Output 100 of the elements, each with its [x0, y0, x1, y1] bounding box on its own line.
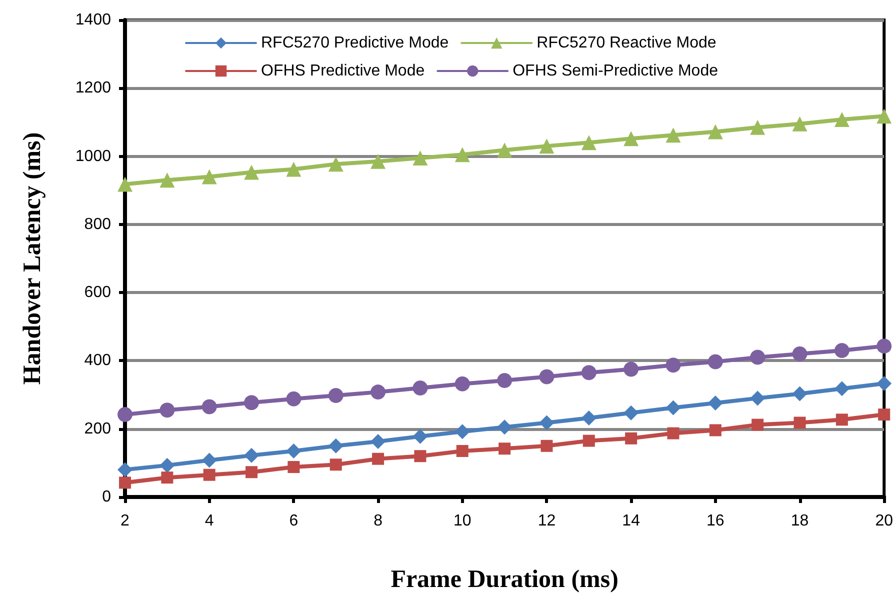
point — [540, 440, 553, 452]
y-tick-label: 0 — [102, 488, 112, 506]
point — [330, 458, 342, 471]
point — [497, 142, 512, 158]
x-tick-label: 6 — [289, 512, 298, 530]
point — [328, 156, 344, 172]
point — [581, 135, 596, 150]
point — [581, 365, 596, 380]
point — [708, 124, 723, 140]
point — [202, 399, 217, 414]
point — [412, 428, 428, 444]
point — [625, 432, 638, 444]
point — [160, 172, 175, 188]
point — [246, 466, 258, 478]
point — [161, 472, 174, 484]
point — [497, 372, 512, 388]
x-tick-label: 2 — [120, 512, 130, 530]
x-tick-label: 10 — [453, 512, 472, 530]
x-tick-label: 12 — [538, 512, 556, 530]
point — [667, 427, 680, 440]
y-tick-label: 800 — [84, 216, 112, 233]
y-axis-title: Handover Latency (ms) — [19, 132, 46, 385]
point — [878, 408, 890, 421]
point — [286, 391, 302, 406]
legend-label: OFHS Predictive Mode — [261, 62, 425, 80]
point — [118, 462, 132, 478]
point — [244, 395, 260, 410]
point — [328, 438, 344, 454]
point — [624, 131, 639, 146]
point — [370, 434, 386, 449]
point — [624, 362, 639, 377]
point — [372, 452, 384, 465]
point — [160, 458, 175, 473]
point — [539, 369, 554, 384]
point — [202, 169, 217, 184]
point — [244, 448, 260, 463]
point — [836, 414, 848, 426]
point — [834, 112, 850, 127]
y-tick-label: 600 — [84, 284, 112, 302]
point — [876, 376, 892, 392]
point — [370, 384, 386, 400]
legend-label: OFHS Semi-Predictive Mode — [512, 62, 718, 80]
point — [160, 402, 175, 418]
point — [414, 450, 426, 462]
point — [666, 128, 681, 143]
point — [876, 108, 892, 124]
y-tick-label: 1200 — [75, 80, 112, 97]
point — [792, 386, 808, 402]
point — [202, 452, 217, 468]
x-tick-label: 8 — [374, 512, 383, 530]
point — [456, 445, 468, 458]
point — [624, 405, 639, 420]
point — [582, 434, 595, 447]
point — [498, 442, 511, 455]
point — [370, 154, 386, 169]
point — [454, 376, 470, 392]
x-axis-title: Frame Duration (ms) — [390, 566, 618, 593]
legend-label: RFC5270 Reactive Mode — [536, 34, 716, 52]
point — [666, 358, 681, 373]
point — [454, 424, 470, 440]
point — [752, 418, 764, 431]
x-tick-label: 16 — [706, 512, 724, 530]
y-tick-label: 1400 — [75, 12, 112, 28]
point — [581, 410, 596, 426]
point — [666, 400, 681, 416]
x-tick-label: 14 — [622, 512, 640, 530]
point — [119, 476, 131, 489]
point — [118, 407, 132, 422]
point — [876, 338, 892, 354]
point — [794, 416, 806, 429]
point — [750, 120, 766, 135]
point — [834, 342, 850, 358]
point — [792, 116, 808, 132]
point — [539, 415, 554, 430]
point — [286, 162, 302, 177]
point — [203, 468, 216, 481]
y-tick-label: 200 — [84, 420, 112, 438]
legend-label: RFC5270 Predictive Mode — [261, 34, 449, 52]
point — [708, 354, 723, 370]
point — [539, 138, 554, 154]
point — [497, 420, 512, 435]
point — [412, 150, 428, 166]
x-tick-label: 20 — [875, 512, 894, 530]
x-tick-label: 18 — [790, 512, 809, 530]
point — [454, 147, 470, 162]
x-tick-label: 4 — [204, 512, 214, 530]
point — [750, 390, 766, 406]
point — [286, 444, 302, 459]
point — [118, 176, 132, 192]
y-tick-label: 1000 — [75, 148, 112, 165]
point — [244, 164, 260, 180]
point — [792, 346, 808, 362]
point — [834, 381, 850, 396]
point — [708, 395, 723, 410]
point — [709, 424, 722, 436]
point — [750, 350, 766, 365]
point — [288, 461, 300, 474]
y-tick-label: 400 — [84, 352, 112, 370]
point — [328, 388, 344, 403]
point — [412, 380, 428, 396]
